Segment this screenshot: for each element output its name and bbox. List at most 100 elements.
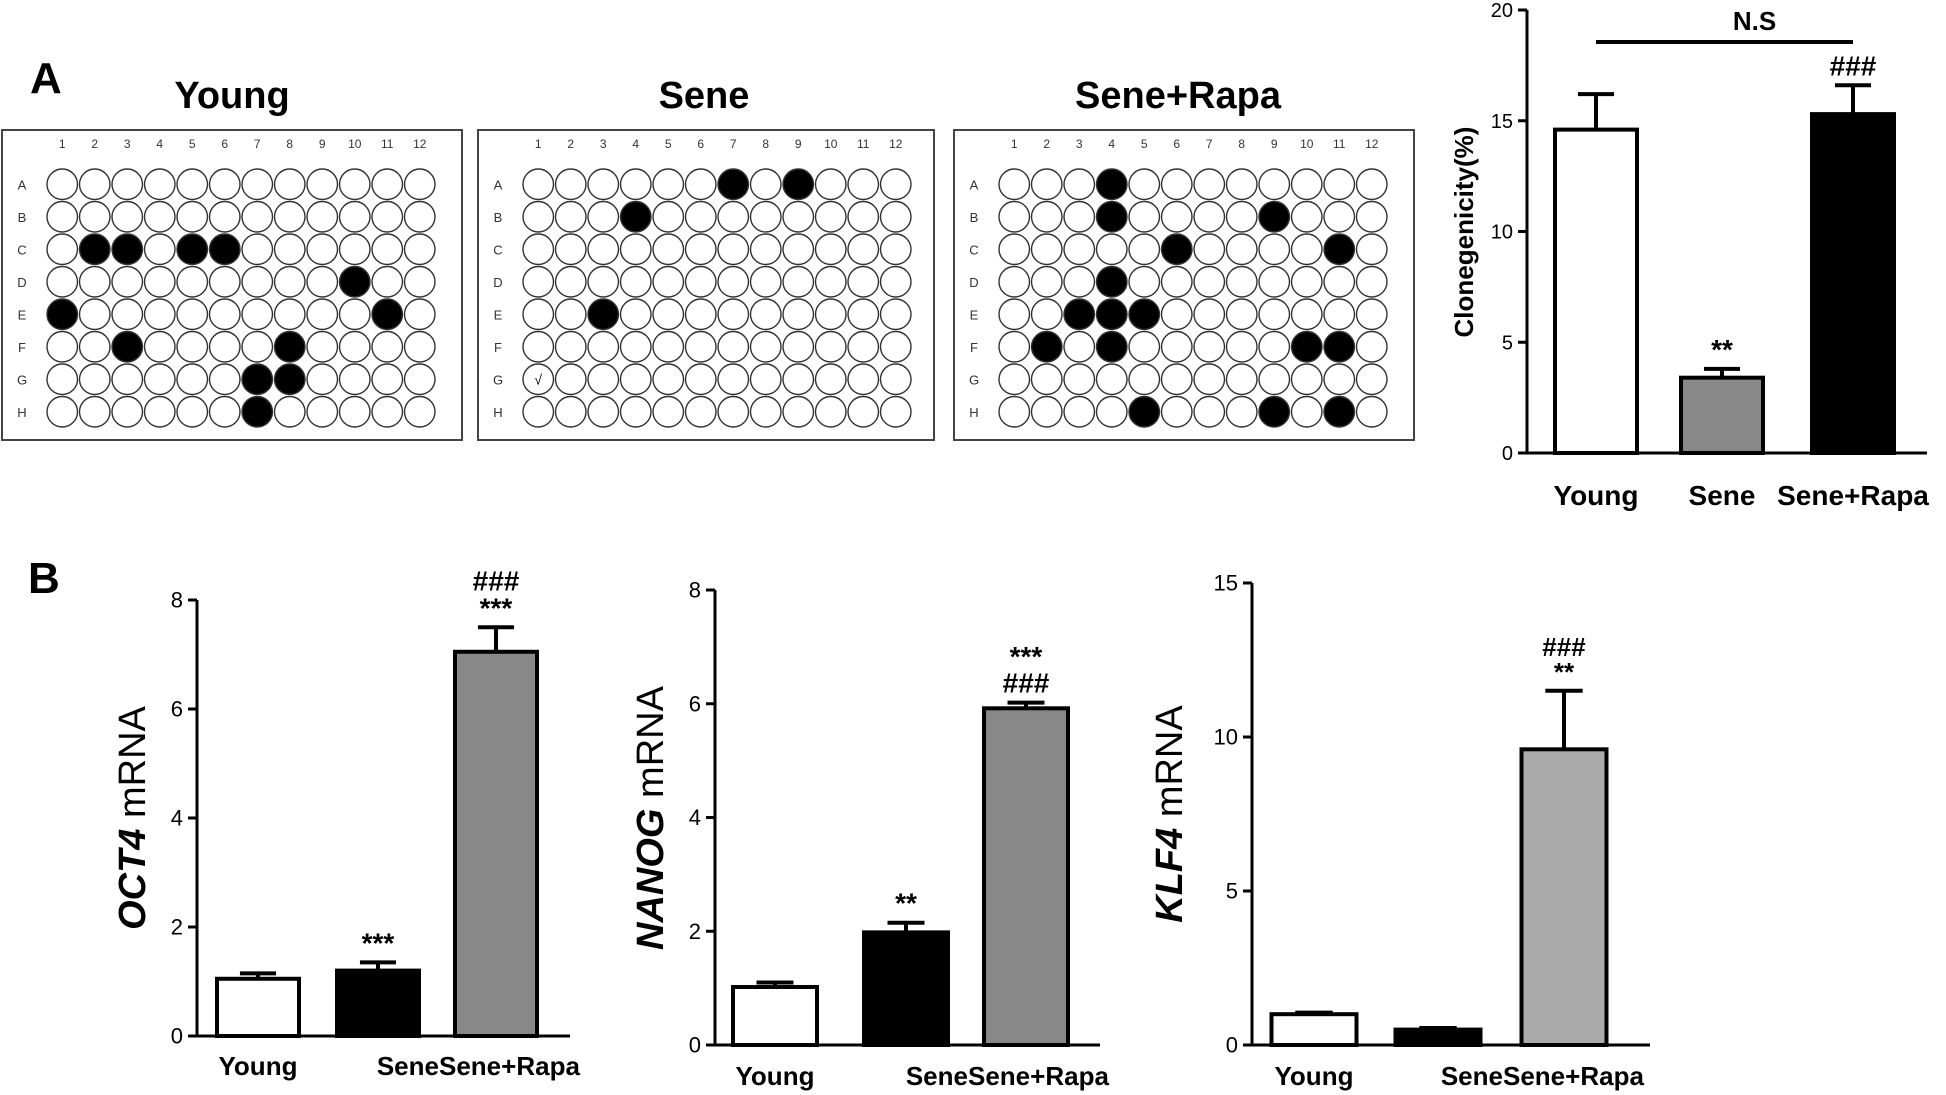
plate-row-label: G xyxy=(493,372,503,387)
plate-row-label: H xyxy=(493,405,502,420)
well-filled xyxy=(1095,200,1128,233)
significance-label: ### xyxy=(1542,632,1586,662)
x-tick-label: Sene xyxy=(906,1061,968,1091)
well-empty xyxy=(1063,168,1096,201)
well-empty xyxy=(782,298,815,331)
bar-sene xyxy=(1679,375,1765,455)
well-empty xyxy=(46,233,79,266)
well-empty xyxy=(1193,298,1226,331)
well-empty xyxy=(814,298,847,331)
well-empty xyxy=(241,330,274,363)
x-tick-label: Sene+Rapa xyxy=(1503,1061,1644,1091)
well-empty xyxy=(684,200,717,233)
well-filled xyxy=(176,233,209,266)
well-filled xyxy=(273,363,306,396)
well-filled xyxy=(1323,395,1356,428)
well-empty xyxy=(1063,330,1096,363)
plate-col-label: 8 xyxy=(762,137,769,151)
well-filled xyxy=(111,233,144,266)
well-empty xyxy=(1323,363,1356,396)
well-empty xyxy=(998,233,1031,266)
well-empty xyxy=(717,395,750,428)
well-filled xyxy=(46,298,79,331)
well-filled xyxy=(619,200,652,233)
significance-label: ### xyxy=(1830,50,1877,81)
well-empty xyxy=(879,330,912,363)
well-empty xyxy=(273,233,306,266)
well-empty xyxy=(522,168,555,201)
y-tick-label: 4 xyxy=(171,806,183,831)
y-tick-label: 6 xyxy=(171,697,183,722)
plate-col-label: 2 xyxy=(567,137,574,151)
well-filled xyxy=(1095,265,1128,298)
well-empty xyxy=(143,200,176,233)
well-empty xyxy=(1290,168,1323,201)
well-empty xyxy=(749,233,782,266)
well-empty xyxy=(1225,298,1258,331)
well-empty xyxy=(78,265,111,298)
plate-col-label: 4 xyxy=(1108,137,1115,151)
well-empty xyxy=(1258,168,1291,201)
well-empty xyxy=(1193,265,1226,298)
comparison-label: N.S xyxy=(1733,6,1776,36)
well-empty xyxy=(1193,168,1226,201)
well-empty xyxy=(717,363,750,396)
well-filled xyxy=(1095,168,1128,201)
well-empty xyxy=(847,363,880,396)
well-empty xyxy=(684,265,717,298)
well-empty xyxy=(241,200,274,233)
plate-col-label: 10 xyxy=(348,137,362,151)
well-empty xyxy=(847,200,880,233)
well-filled xyxy=(273,330,306,363)
well-filled xyxy=(208,233,241,266)
plate-row-label: F xyxy=(970,340,978,355)
well-empty xyxy=(1128,200,1161,233)
y-tick-label: 10 xyxy=(1214,725,1238,750)
well-empty xyxy=(1128,265,1161,298)
plate-col-label: 5 xyxy=(1141,137,1148,151)
well-filled xyxy=(587,298,620,331)
plate-row-label: A xyxy=(18,177,27,192)
well-empty xyxy=(403,298,436,331)
y-tick-label: 5 xyxy=(1226,879,1238,904)
chart-nanog: 0 2 4 6 8 NANOG mRNA Young ** Sene ***### Sene+Rap… xyxy=(630,578,1109,1091)
well-empty xyxy=(1160,395,1193,428)
well-empty xyxy=(46,168,79,201)
well-empty xyxy=(619,298,652,331)
well-empty xyxy=(403,233,436,266)
well-empty xyxy=(306,265,339,298)
well-empty xyxy=(1063,363,1096,396)
y-axis-label: KLF4 mRNA xyxy=(1149,705,1191,923)
well-empty xyxy=(1225,265,1258,298)
well-empty xyxy=(587,330,620,363)
well-empty xyxy=(814,168,847,201)
well-filled xyxy=(1160,233,1193,266)
plate-col-label: 11 xyxy=(857,137,870,151)
well-empty xyxy=(1323,298,1356,331)
significance-label: ** xyxy=(895,888,917,919)
well-empty xyxy=(554,168,587,201)
well-empty xyxy=(814,330,847,363)
well-empty xyxy=(1193,233,1226,266)
well-empty xyxy=(749,363,782,396)
well-empty xyxy=(1258,363,1291,396)
well-empty xyxy=(208,168,241,201)
well-filled xyxy=(1258,395,1291,428)
well-empty xyxy=(143,298,176,331)
well-empty xyxy=(306,395,339,428)
bar-charts: 05101520Clonegenicity(%)Young**Sene###Se… xyxy=(112,0,1929,1091)
well-empty xyxy=(371,168,404,201)
well-empty xyxy=(78,200,111,233)
well-empty xyxy=(522,265,555,298)
y-axis-label: Clonegenicity(%) xyxy=(1449,127,1479,338)
well-empty xyxy=(782,363,815,396)
x-tick-label: Sene+Rapa xyxy=(968,1061,1109,1091)
plate-col-label: 9 xyxy=(795,137,802,151)
well-empty xyxy=(1160,168,1193,201)
well-empty xyxy=(403,265,436,298)
significance-label: *** xyxy=(362,927,395,958)
well-filled xyxy=(241,395,274,428)
well-empty xyxy=(1355,363,1388,396)
well-empty xyxy=(371,200,404,233)
well-empty xyxy=(814,363,847,396)
